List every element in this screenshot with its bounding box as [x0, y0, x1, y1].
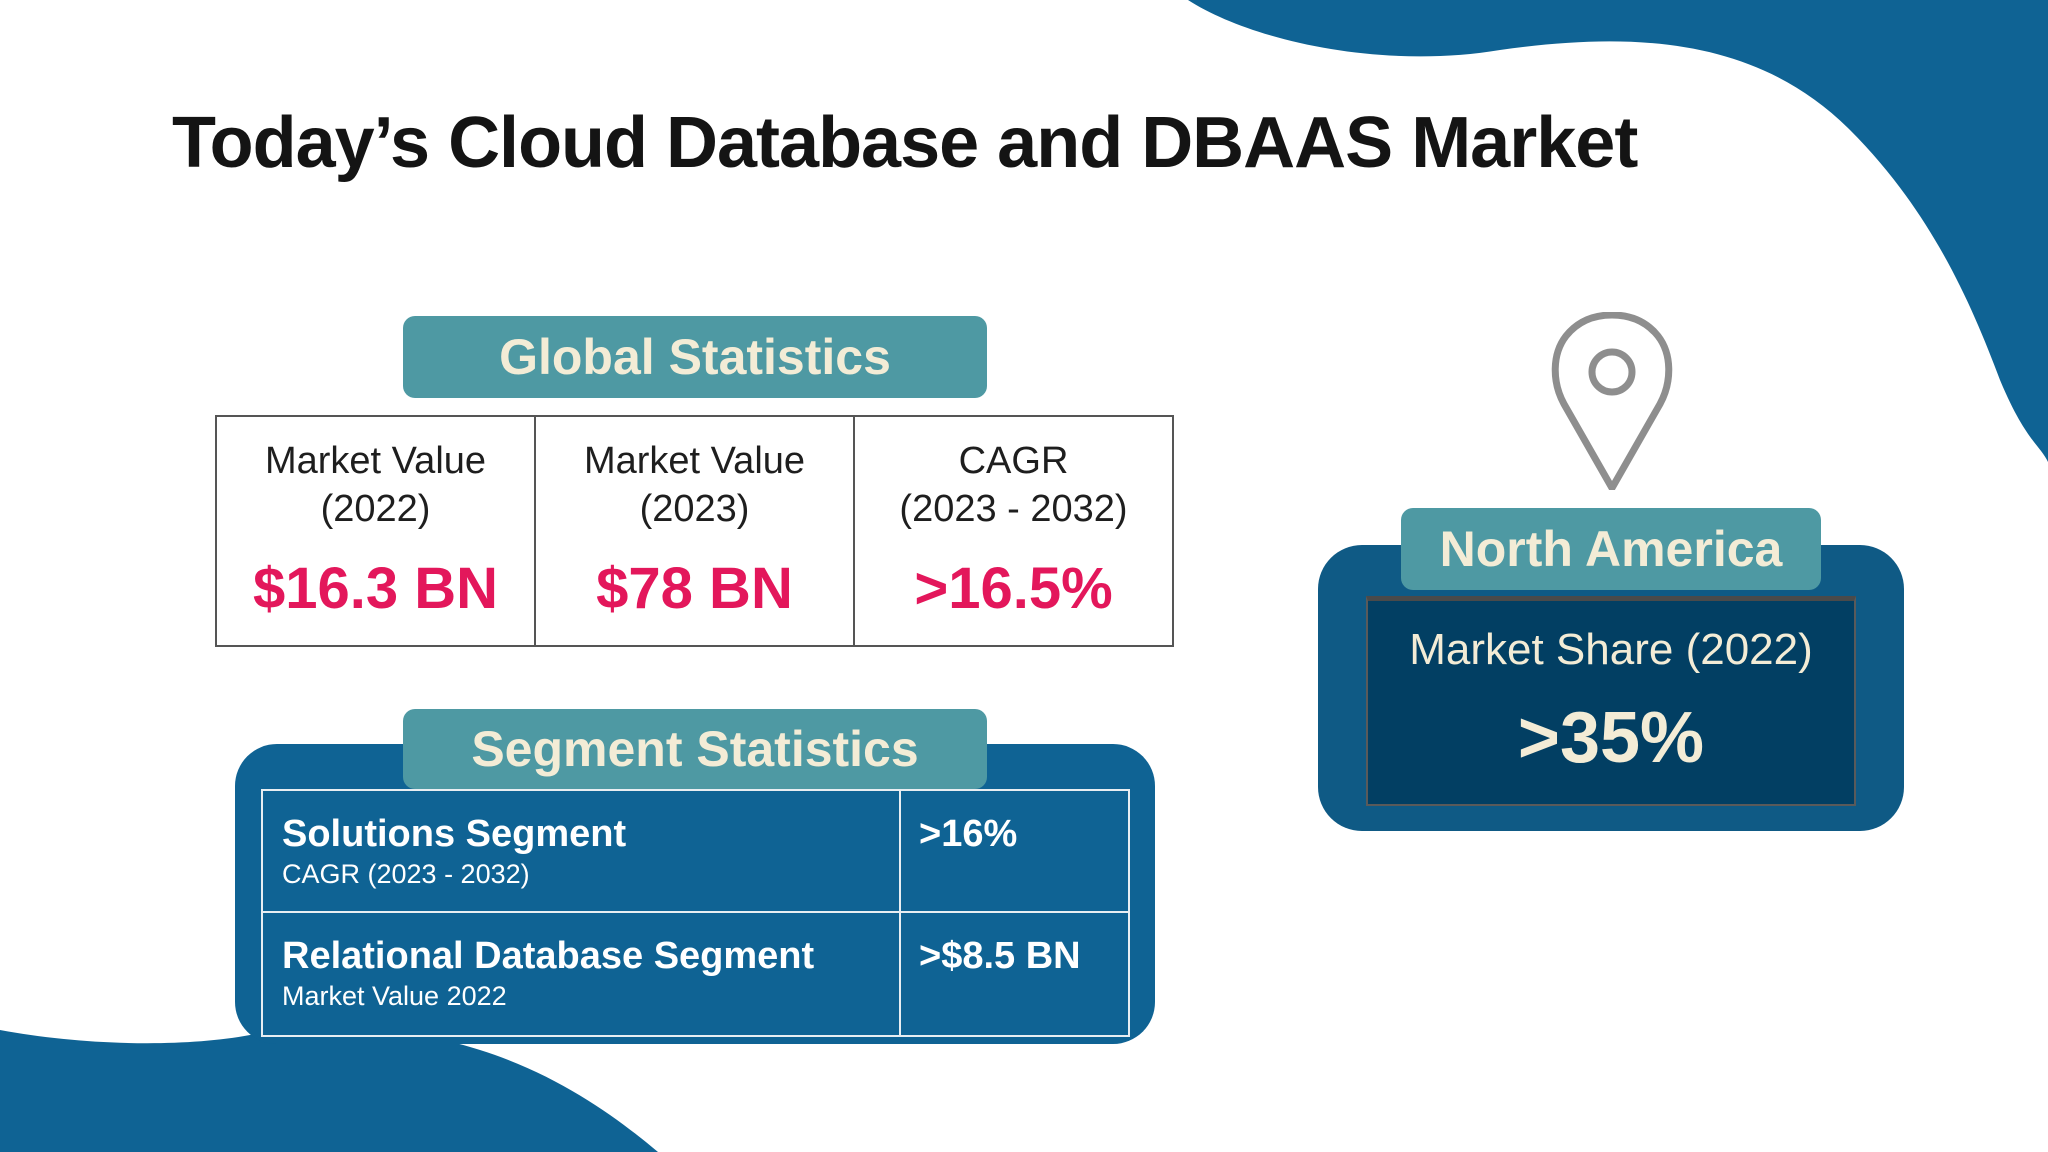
region-stat-label: Market Share (2022) [1409, 625, 1813, 674]
stat-value: $78 BN [596, 556, 793, 621]
region-stat-value: >35% [1517, 698, 1705, 778]
page-title: Today’s Cloud Database and DBAAS Market [172, 103, 1638, 183]
segment-row: Solutions Segment CAGR (2023 - 2032) >16… [263, 791, 1128, 913]
stat-label-line: (2023 - 2032) [899, 488, 1128, 530]
segment-statistics-panel [235, 744, 1155, 1044]
stat-label-line: Market Value [264, 440, 487, 482]
segment-name: Solutions Segment [282, 813, 627, 855]
region-name: North America [1401, 508, 1821, 590]
segment-subtitle: Market Value 2022 [282, 981, 507, 1011]
segment-name-cell: Solutions Segment CAGR (2023 - 2032) [263, 791, 901, 911]
location-pin-icon [1551, 312, 1673, 490]
segment-value: >16% [919, 813, 1018, 855]
stat-label-line: (2022) [320, 488, 431, 530]
segment-row: Relational Database Segment Market Value… [263, 913, 1128, 1035]
stat-label-line: CAGR [958, 440, 1069, 482]
stat-value: >16.5% [914, 556, 1113, 621]
global-stat-cell: Market Value (2023) $78 BN [536, 417, 855, 645]
global-statistics-table: Market Value (2022) $16.3 BN Market Valu… [215, 415, 1174, 647]
stat-label-line: (2023) [639, 488, 750, 530]
stat-label-line: Market Value [583, 440, 806, 482]
stat-label: Market Value (2023) [536, 437, 853, 533]
top-right-wave [1188, 0, 2048, 462]
segment-statistics-table: Solutions Segment CAGR (2023 - 2032) >16… [261, 789, 1130, 1037]
stat-label: Market Value (2022) [217, 437, 534, 533]
bottom-left-wave [0, 1030, 658, 1152]
segment-name-cell: Relational Database Segment Market Value… [263, 913, 901, 1035]
global-stat-cell: CAGR (2023 - 2032) >16.5% [855, 417, 1172, 645]
region-stat-box: Market Share (2022) >35% [1366, 596, 1856, 806]
segment-value: >$8.5 BN [919, 935, 1081, 977]
segment-name: Relational Database Segment [282, 935, 815, 977]
stat-value: $16.3 BN [252, 556, 499, 621]
segment-subtitle: CAGR (2023 - 2032) [282, 859, 530, 889]
global-statistics-heading: Global Statistics [403, 316, 987, 398]
stat-label: CAGR (2023 - 2032) [855, 437, 1172, 533]
segment-statistics-heading: Segment Statistics [403, 709, 987, 789]
global-stat-cell: Market Value (2022) $16.3 BN [217, 417, 536, 645]
